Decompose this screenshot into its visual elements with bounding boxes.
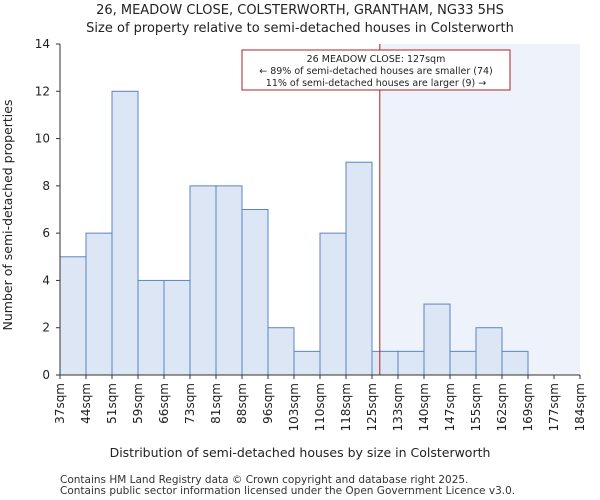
x-tick-label: 110sqm bbox=[313, 383, 327, 431]
x-tick-label: 44sqm bbox=[79, 383, 93, 424]
x-tick-label: 66sqm bbox=[157, 383, 171, 424]
histogram-bar-44sqm bbox=[85, 232, 113, 376]
larger-region-highlight bbox=[379, 44, 580, 375]
x-tick-label: 140sqm bbox=[417, 383, 431, 431]
y-axis-label: Number of semi-detached properties bbox=[0, 100, 15, 331]
annotation-line-3: 11% of semi-detached houses are larger (… bbox=[266, 78, 486, 89]
x-tick-label: 59sqm bbox=[131, 383, 145, 424]
x-tick-label: 118sqm bbox=[339, 383, 353, 431]
x-tick-label: 177sqm bbox=[547, 383, 561, 431]
y-axis: 0 2 4 6 8 10 12 14 bbox=[35, 37, 60, 382]
x-tick-label: 162sqm bbox=[495, 383, 509, 431]
bars-group bbox=[59, 90, 529, 376]
x-tick-label: 96sqm bbox=[261, 383, 275, 424]
annotation-box: 26 MEADOW CLOSE: 127sqm ← 89% of semi-de… bbox=[241, 49, 511, 91]
y-tick-label: 0 bbox=[42, 368, 50, 382]
footer-line-2: Contains public sector information licen… bbox=[60, 485, 515, 497]
x-axis-label: Distribution of semi-detached houses by … bbox=[110, 445, 491, 460]
histogram-bar-37sqm bbox=[59, 256, 87, 376]
annotation-frame bbox=[241, 49, 511, 91]
histogram-bar-140sqm bbox=[423, 303, 451, 376]
histogram-bar-125sqm bbox=[371, 350, 399, 376]
x-tick-label: 155sqm bbox=[469, 383, 483, 431]
annotation-line-1: 26 MEADOW CLOSE: 127sqm bbox=[307, 54, 446, 65]
histogram-bar-103sqm bbox=[293, 350, 321, 376]
histogram-bar-88sqm bbox=[241, 209, 269, 376]
chart-subtitle: Size of property relative to semi-detach… bbox=[86, 21, 514, 36]
y-tick-label: 12 bbox=[35, 84, 50, 98]
x-tick-label: 169sqm bbox=[521, 383, 535, 431]
histogram-bar-73sqm bbox=[189, 185, 217, 376]
histogram-bar-147sqm bbox=[449, 350, 477, 376]
x-tick-label: 125sqm bbox=[365, 383, 379, 431]
footer-line-1: Contains HM Land Registry data © Crown c… bbox=[60, 474, 468, 486]
x-tick-label: 133sqm bbox=[391, 383, 405, 431]
histogram-bar-81sqm bbox=[215, 185, 243, 376]
x-tick-label: 81sqm bbox=[209, 383, 223, 424]
x-tick-label: 51sqm bbox=[105, 383, 119, 424]
histogram-bar-59sqm bbox=[137, 279, 165, 376]
x-tick-label: 103sqm bbox=[287, 383, 301, 431]
histogram-bar-118sqm bbox=[345, 161, 373, 376]
chart-title: 26, MEADOW CLOSE, COLSTERWORTH, GRANTHAM… bbox=[96, 3, 504, 18]
histogram-bar-133sqm bbox=[397, 350, 425, 376]
histogram-bar-96sqm bbox=[267, 327, 295, 376]
x-tick-label: 37sqm bbox=[53, 383, 67, 424]
x-tick-label: 147sqm bbox=[443, 383, 457, 431]
y-tick-label: 2 bbox=[42, 321, 50, 335]
y-tick-label: 14 bbox=[35, 37, 50, 51]
histogram-bar-162sqm bbox=[501, 350, 529, 376]
y-tick-label: 6 bbox=[42, 226, 50, 240]
histogram-bar-110sqm bbox=[319, 232, 347, 376]
x-axis: 37sqm 44sqm 51sqm 59sqm 66sqm 73sqm 81sqm 88sqm… bbox=[53, 375, 587, 431]
histogram-bar-51sqm bbox=[111, 90, 139, 376]
x-tick-label: 73sqm bbox=[183, 383, 197, 424]
y-tick-label: 10 bbox=[35, 132, 50, 146]
y-tick-label: 8 bbox=[42, 179, 50, 193]
histogram-bar-155sqm bbox=[475, 327, 503, 376]
y-tick-label: 4 bbox=[42, 273, 50, 287]
annotation-line-2: ← 89% of semi-detached houses are smalle… bbox=[259, 66, 493, 77]
histogram-bar-66sqm bbox=[163, 279, 191, 376]
x-tick-label: 184sqm bbox=[573, 383, 587, 431]
x-tick-label: 88sqm bbox=[235, 383, 249, 424]
